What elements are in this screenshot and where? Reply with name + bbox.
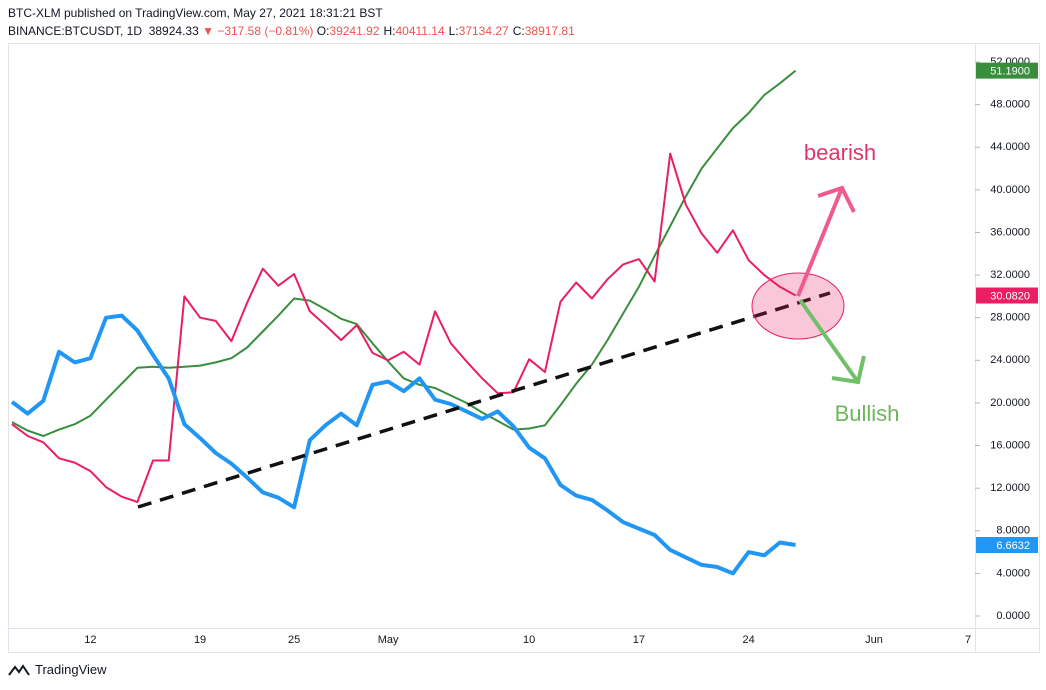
price-tag-label: 30.0820: [990, 290, 1030, 302]
price-tag-label: 51.1900: [990, 66, 1030, 78]
ohlc-label: O:: [316, 24, 330, 38]
plot-area: [10, 69, 797, 576]
header: BTC-XLM published on TradingView.com, Ma…: [8, 4, 579, 40]
x-tick-label: Jun: [865, 634, 883, 646]
y-tick-label: 8.0000: [996, 525, 1030, 537]
x-tick-label: 12: [84, 634, 96, 646]
y-tick-label: 12.0000: [990, 482, 1030, 494]
price-tag: [976, 537, 1038, 554]
annotation: Bullish: [835, 401, 900, 426]
quote-line: BINANCE:BTCUSDT, 1D 38924.33 ▼ −317.58 (…: [8, 22, 579, 40]
symbol: BINANCE:BTCUSDT, 1D: [8, 24, 143, 38]
y-tick-label: 20.0000: [990, 397, 1030, 409]
title: BTC-XLM published on TradingView.com, Ma…: [8, 6, 383, 20]
y-tick-label: 16.0000: [990, 439, 1030, 451]
frame: [8, 43, 1040, 653]
brand: TradingView: [35, 662, 107, 677]
drawings: [137, 185, 866, 509]
x-tick-label: 17: [633, 634, 645, 646]
y-tick-label: 36.0000: [990, 226, 1030, 238]
bearish-arrow: [796, 185, 856, 297]
ohlc-label: L:: [448, 24, 459, 38]
x-tick-label: 25: [288, 634, 300, 646]
price: 38924.33: [148, 24, 199, 38]
series-line: [11, 69, 797, 437]
y-tick-label: 24.0000: [990, 354, 1030, 366]
ohlc-value: 37134.27: [458, 24, 509, 38]
logo: [8, 663, 30, 676]
ohlc-label: C:: [512, 24, 525, 38]
y-tick-label: 48.0000: [990, 99, 1030, 111]
x-tick-label: May: [378, 634, 399, 646]
ohlc-value: 39241.92: [329, 24, 380, 38]
x-tick-label: 24: [742, 634, 754, 646]
change: ▼ −317.58 (−0.81%): [202, 24, 314, 38]
y-tick-label: 32.0000: [990, 269, 1030, 281]
y-tick-label: 28.0000: [990, 312, 1030, 324]
highlight-ellipse: [751, 272, 845, 340]
trend-line: [137, 291, 831, 509]
y-tick-label: 0.0000: [996, 610, 1030, 622]
footer: TradingView: [8, 662, 107, 677]
ohlc: O:39241.92 H:40411.14 L:37134.27 C:38917.81: [317, 24, 579, 38]
y-tick-label: 4.0000: [996, 567, 1030, 579]
series-line: [11, 152, 797, 503]
x-tick-label: 7: [965, 634, 971, 646]
y-tick-label: 40.0000: [990, 184, 1030, 196]
ohlc-value: 40411.14: [395, 24, 445, 38]
x-tick-label: 19: [194, 634, 206, 646]
bullish-arrow: [798, 298, 866, 385]
price-tag: [976, 287, 1038, 304]
annotation: bearish: [804, 140, 876, 165]
price-tag-label: 6.6632: [996, 540, 1030, 552]
y-tick-label: 44.0000: [990, 141, 1030, 153]
series-line: [10, 313, 796, 576]
x-tick-label: 10: [523, 634, 535, 646]
ohlc-label: H:: [383, 24, 396, 38]
ohlc-value: 38917.81: [524, 24, 575, 38]
price-tag: [976, 62, 1038, 79]
